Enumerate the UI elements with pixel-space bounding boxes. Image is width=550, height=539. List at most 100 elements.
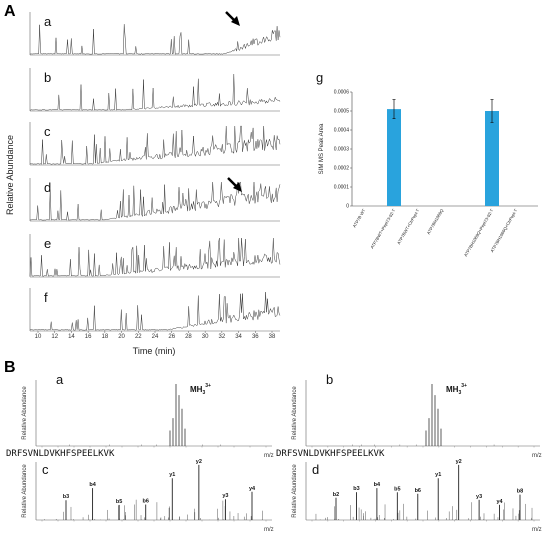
chromatogram-a: a [29, 11, 281, 56]
spectrum-y-label: Relative Abundance [22, 464, 28, 518]
ion-label: b4 [89, 482, 96, 488]
ion-label: b2 [333, 492, 339, 498]
chromatogram-b: b [29, 68, 281, 112]
time-tick-label: 14 [68, 334, 75, 340]
g-y-tick-label: 0.0004 [334, 128, 350, 134]
ion-label: y4 [496, 499, 503, 505]
ms-spectra: a Relative Abundance m/z MH33+ b Relative Abu… [6, 372, 542, 533]
g-y-axis-label: SIM MS Peak Area [319, 123, 325, 174]
time-tick-label: 30 [202, 334, 209, 340]
chromatogram-label: e [44, 236, 51, 251]
ion-label: b3 [353, 486, 359, 492]
chromatogram-c: c [29, 122, 281, 166]
time-tick-label: 28 [185, 334, 192, 340]
spectrum-x-label: m/z [264, 453, 274, 459]
chromatogram-label: c [44, 124, 51, 139]
precursor-sup: 3+ [205, 383, 211, 389]
g-category-label: ATP7BWT+CtrPept-T [396, 208, 421, 246]
spectrum-y-label: Relative Abundance [292, 386, 298, 440]
chromatogram-label: a [44, 14, 52, 29]
g-category-label: ATP7B WT [352, 208, 367, 229]
arrow-icon [231, 16, 240, 26]
spectrum-x-label: m/z [532, 527, 542, 533]
spectrum-label: b [326, 372, 333, 387]
g-y-tick-label: 0 [346, 204, 349, 210]
time-tick-label: 18 [102, 334, 109, 340]
spectrum-label: a [56, 372, 64, 387]
g-y-tick-label: 0.0005 [334, 109, 350, 115]
spectrum-y-label: Relative Abundance [22, 386, 28, 440]
g-y-tick-label: 0.0002 [334, 166, 350, 172]
chromatogram-stack: a b c d e f 10 12 14 16 18 20 22 24 26 28 30 32 34 36 38 [29, 11, 281, 340]
spectrum-label: c [42, 462, 49, 477]
chromatogram-f: f [29, 288, 281, 332]
time-tick-label: 38 [269, 334, 276, 340]
time-tick-label: 32 [219, 334, 226, 340]
g-bar [387, 109, 401, 206]
spectrum-label: d [312, 462, 319, 477]
ion-label: y1 [169, 472, 175, 478]
g-category-label: ATP7BH1069Q [426, 207, 445, 235]
chromatogram-trace [29, 181, 281, 221]
time-tick-label: 26 [168, 334, 175, 340]
precursor-sub: 3 [458, 390, 461, 396]
chromatogram-label: d [44, 180, 51, 195]
spectrum-y-label: Relative Abundance [292, 464, 298, 518]
chromatogram-x-axis-label: Time (min) [133, 346, 176, 356]
g-category-label: ATP7BWT+Pept73-92-T [369, 208, 396, 250]
g-bar [485, 111, 499, 206]
time-tick-label: 16 [85, 334, 92, 340]
peptide-sequence: DRFSVNLDVKHFSPEELKVK [6, 449, 115, 459]
time-tick-label: 22 [135, 334, 142, 340]
g-y-tick-label: 0.0001 [334, 185, 350, 191]
bar-chart-g: g 0 0.0001 0.0002 0.0003 0.0004 0.0005 0.0006 SI… [316, 70, 538, 258]
ion-label: y3 [222, 493, 228, 499]
chromatogram-label: b [44, 70, 51, 85]
chromatogram-trace [29, 238, 281, 277]
precursor-label: MH33+ [446, 383, 467, 396]
ion-label: y4 [249, 486, 256, 492]
chromatogram-label: f [44, 290, 48, 305]
peptide-sequence: DRFSVNLDVKHFSPEELKVK [276, 449, 385, 459]
ion-label: b6 [143, 499, 149, 505]
arrow-icon [233, 182, 242, 192]
chromatogram-trace [29, 74, 281, 111]
ion-label: b5 [394, 486, 400, 492]
ion-label: b6 [415, 488, 421, 494]
chromatogram-trace [29, 292, 281, 331]
spectrum-d: d Relative Abundance m/z DRFSVNLDVKHFSPEELK… [276, 449, 542, 533]
chromatogram-trace [29, 125, 281, 165]
spectrum-x-label: m/z [532, 453, 542, 459]
panel-g-label: g [316, 70, 323, 85]
precursor-sup: 3+ [461, 383, 467, 389]
ion-label: y2 [456, 459, 462, 465]
ion-label: y1 [435, 472, 441, 478]
chromatogram-y-axis-label: Relative Abundance [5, 135, 15, 215]
chromatogram-trace [29, 24, 281, 55]
g-category-label: ATP7BH1069Q+CtrPept-T [489, 208, 518, 253]
spectrum-b: b Relative Abundance m/z MH33+ [292, 372, 542, 459]
ion-label: y3 [476, 494, 482, 500]
ion-label: y2 [196, 459, 202, 465]
ion-label: b3 [63, 494, 69, 500]
time-tick-label: 36 [252, 334, 259, 340]
time-tick-label: 34 [235, 334, 242, 340]
time-tick-label: 20 [118, 334, 125, 340]
time-tick-label: 24 [152, 334, 159, 340]
precursor-label: MH33+ [190, 383, 211, 396]
spectrum-a: a Relative Abundance m/z MH33+ [22, 372, 274, 459]
chromatogram-d: d [29, 177, 281, 222]
spectrum-x-label: m/z [264, 527, 274, 533]
time-tick-label: 10 [35, 334, 42, 340]
panel-b-label: B [4, 359, 16, 376]
ion-label: b8 [517, 489, 523, 495]
spectrum-c: c Relative Abundance m/z DRFSVNLDVKHFSPEELK… [6, 449, 274, 533]
panel-a-label: A [4, 3, 16, 20]
precursor-sub: 3 [202, 390, 205, 396]
time-tick-label: 12 [51, 334, 58, 340]
g-y-tick-label: 0.0003 [334, 147, 350, 153]
ion-label: b5 [116, 499, 122, 505]
ion-label: b4 [374, 482, 381, 488]
chromatogram-e: e [29, 234, 281, 278]
